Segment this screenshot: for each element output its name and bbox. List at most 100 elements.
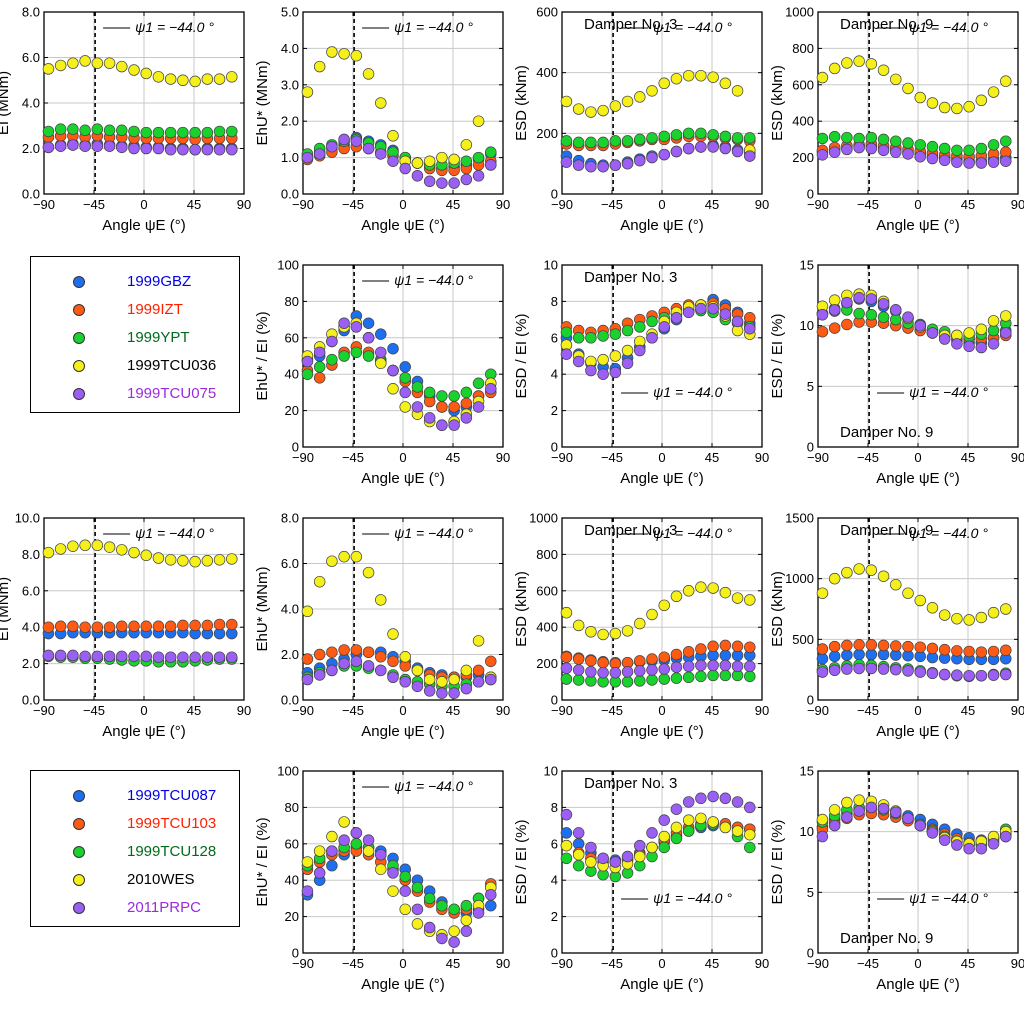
data-point (226, 71, 238, 83)
y-tick-label: 600 (792, 77, 814, 92)
data-point (128, 142, 140, 155)
data-point (634, 839, 646, 852)
data-point (313, 575, 326, 588)
data-point (987, 156, 1000, 168)
data-point (67, 139, 79, 151)
y-tick-label: 600 (536, 583, 558, 598)
data-point (560, 135, 573, 147)
data-point (828, 640, 841, 653)
chart-r1c1: −90 −45 0 45 90 0.0 2.0 4.0 6.0 8.0 ψ1 = −44.0 ° An… (0, 5, 251, 235)
data-point (719, 586, 732, 599)
data-point (987, 338, 1000, 350)
data-point (572, 848, 585, 861)
data-point (301, 86, 314, 98)
data-point (670, 129, 683, 141)
data-point (609, 627, 622, 640)
data-point (423, 685, 436, 697)
data-point (670, 672, 683, 684)
data-point (338, 816, 350, 828)
series-2010WES (301, 816, 497, 941)
data-point (560, 662, 573, 674)
series-1999TCU128 (560, 669, 756, 688)
data-point (572, 653, 585, 665)
y-tick-label: 0.0 (281, 693, 299, 708)
psi1-annotation: ψ1 = −44.0 ° (653, 384, 732, 400)
data-point (621, 357, 634, 370)
data-point (634, 665, 646, 677)
data-point (350, 838, 363, 850)
series-1999YPT (816, 130, 1012, 157)
data-point (658, 673, 670, 685)
y-tick-label: 2.0 (22, 656, 40, 671)
legend-entry: 1999GBZ (31, 272, 239, 294)
legend-entry: 1999TCU075 (31, 384, 239, 406)
data-point (719, 130, 732, 143)
y-axis-label: ESD / EI (%) (769, 313, 786, 398)
data-point (152, 126, 165, 139)
data-point (572, 136, 585, 149)
data-point (951, 102, 963, 115)
data-point (399, 903, 411, 916)
psi1-annotation: ψ1 = −44.0 ° (909, 19, 988, 35)
data-point (572, 159, 585, 171)
data-point (387, 342, 399, 355)
subplot-title: Damper No. 3 (584, 522, 677, 539)
data-point (301, 885, 314, 897)
series-2011PRPC (560, 790, 756, 868)
data-point (67, 123, 79, 135)
y-tick-label: 0 (807, 693, 814, 708)
data-point (560, 348, 573, 360)
data-point (938, 643, 951, 656)
series-1999TCU075 (301, 133, 497, 189)
data-point (460, 412, 473, 424)
data-point (744, 660, 756, 673)
data-point (350, 550, 363, 563)
legend-entry: 1999TCU087 (31, 786, 239, 808)
y-tick-label: 80 (285, 800, 299, 815)
x-tick-label: −90 (551, 450, 573, 465)
legend-group-2: 1999TCU087 1999TCU103 1999TCU128 2010WES 201… (30, 770, 240, 927)
data-point (890, 663, 902, 676)
data-point (116, 60, 128, 73)
data-point (828, 130, 841, 143)
series-1999TCU075 (816, 292, 1012, 354)
data-point (301, 673, 314, 686)
psi1-annotation: ψ1 = −44.0 ° (653, 19, 732, 35)
data-point (877, 298, 890, 310)
data-point (177, 651, 189, 663)
data-point (42, 621, 55, 633)
data-point (853, 639, 865, 651)
data-point (460, 664, 473, 677)
data-point (350, 321, 363, 333)
legend-entry: 2010WES (31, 870, 239, 892)
data-point (841, 318, 853, 331)
data-point (744, 132, 756, 144)
legend-label: 1999YPT (127, 329, 190, 346)
data-point (816, 643, 829, 655)
data-point (975, 142, 988, 155)
data-point (597, 852, 609, 865)
x-tick-label: 0 (399, 197, 406, 212)
data-point (572, 103, 585, 115)
data-point (951, 156, 963, 168)
data-point (646, 827, 658, 839)
data-point (387, 671, 399, 683)
plot-frame (43, 11, 245, 195)
y-tick-label: 4.0 (22, 96, 40, 111)
data-point (375, 357, 387, 370)
data-point (164, 143, 177, 156)
legend-label: 1999TCU103 (127, 815, 217, 832)
data-point (682, 127, 695, 140)
data-point (313, 346, 326, 359)
data-point (853, 662, 865, 675)
x-axis-label: Angle ψE (°) (876, 976, 959, 993)
data-point (816, 71, 829, 84)
data-point (448, 687, 460, 699)
data-point (91, 57, 104, 69)
data-point (436, 687, 448, 699)
data-point (460, 155, 473, 167)
x-tick-label: 45 (705, 197, 719, 212)
data-point (103, 621, 116, 633)
x-tick-label: −45 (342, 956, 364, 971)
data-point (707, 790, 719, 803)
